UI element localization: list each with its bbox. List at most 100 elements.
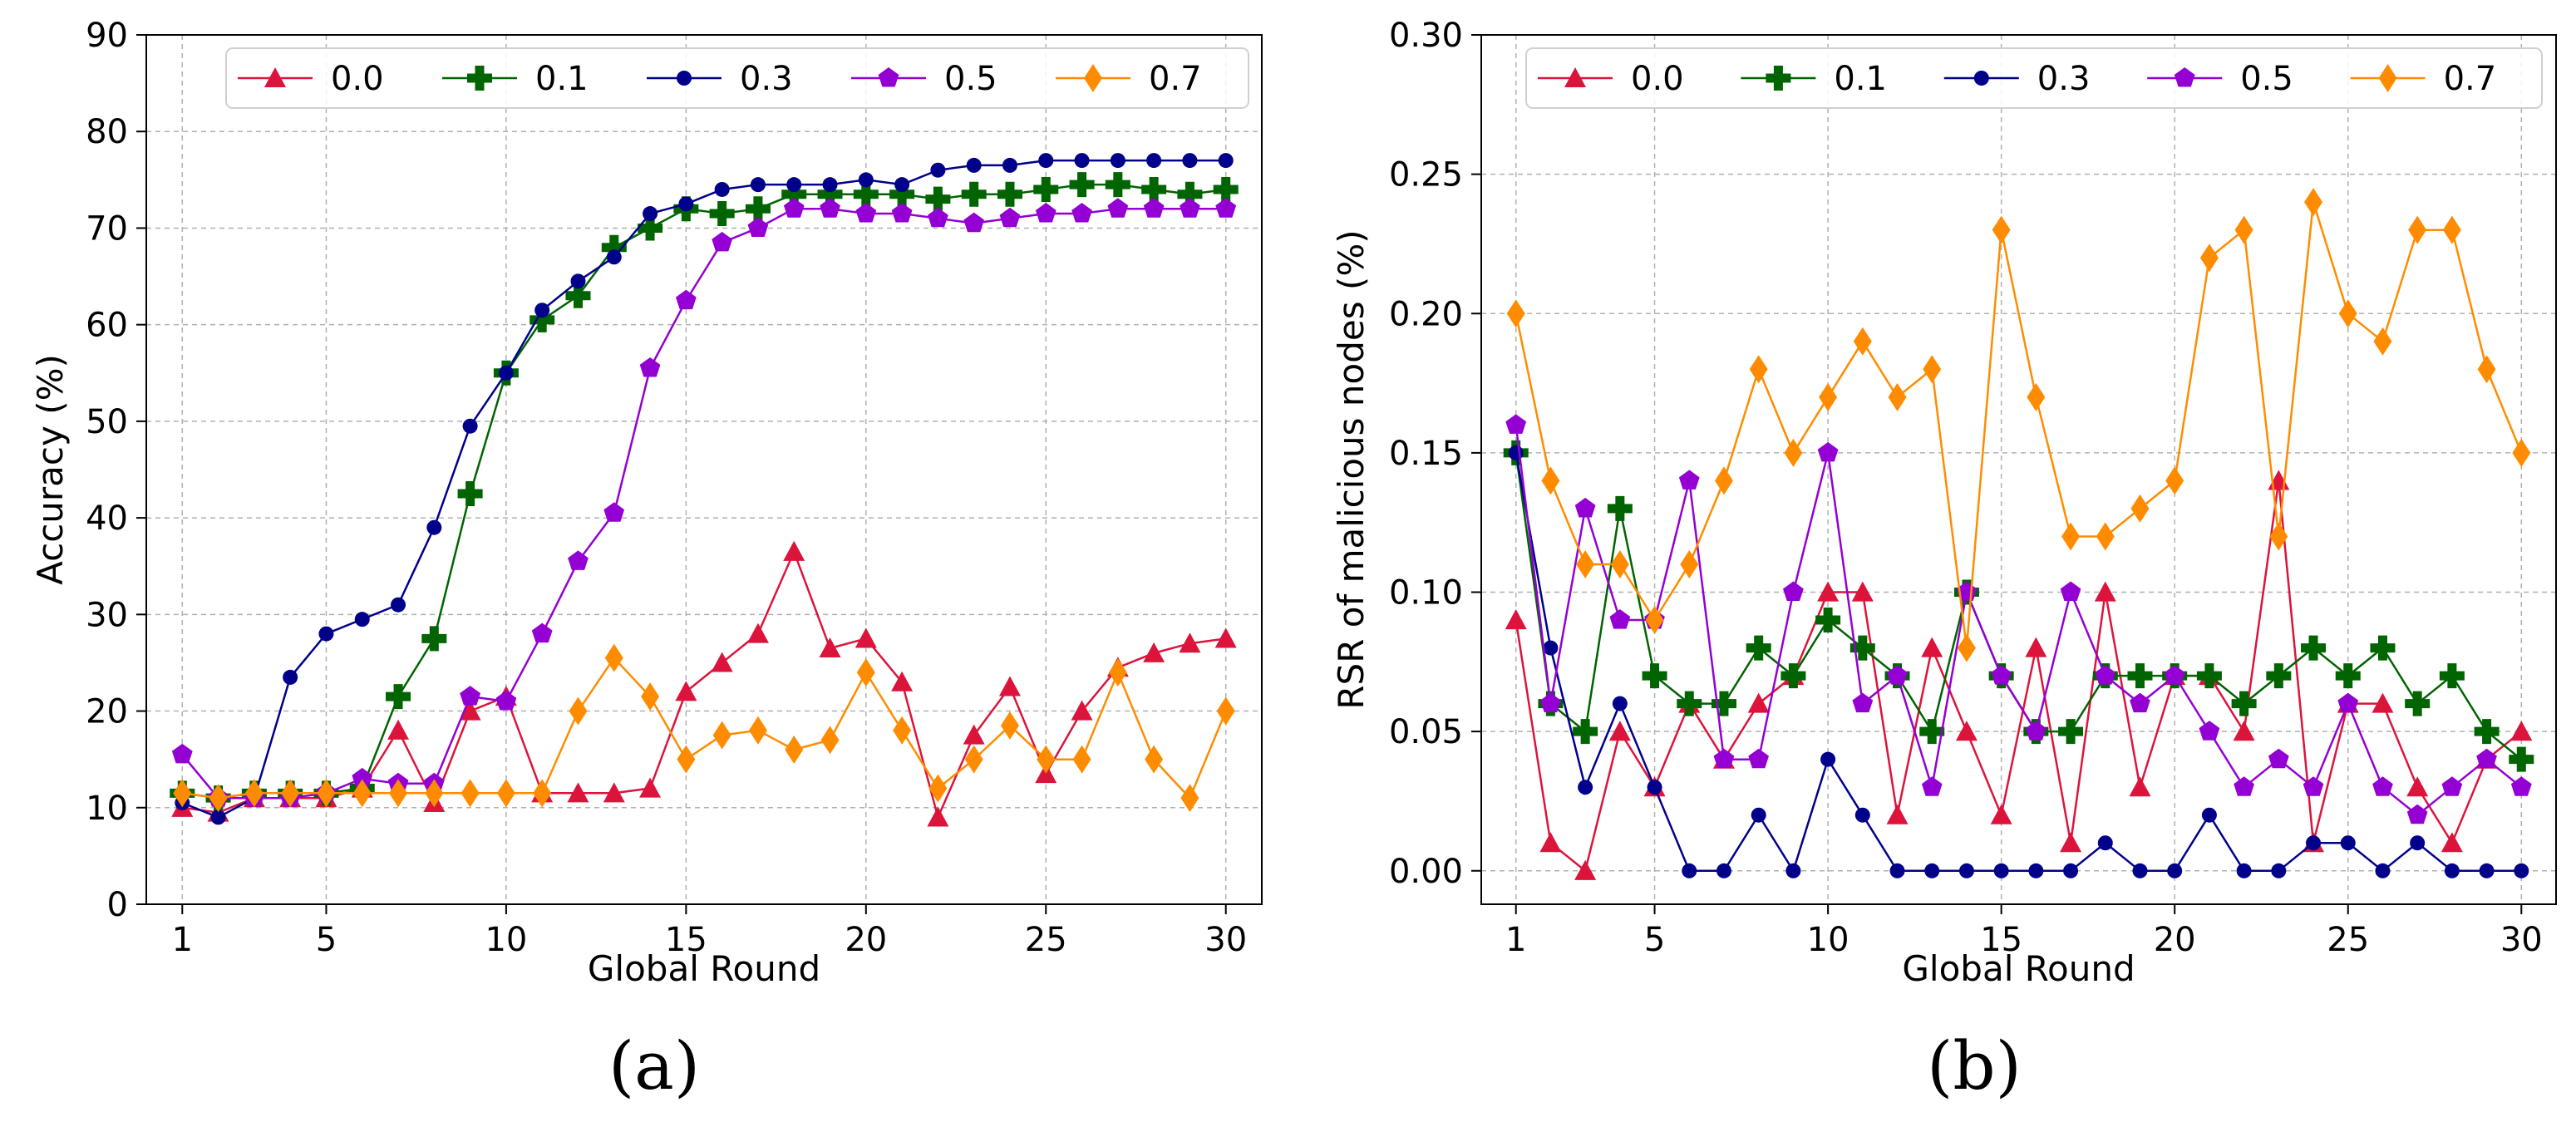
data-point-marker bbox=[1958, 863, 1974, 878]
data-point-marker bbox=[1141, 176, 1167, 202]
y-axis-label: Accuracy (%) bbox=[30, 354, 71, 585]
data-point-marker bbox=[1107, 198, 1129, 218]
data-point-marker bbox=[709, 201, 735, 227]
y-tick-label: 0.20 bbox=[1389, 295, 1463, 333]
data-point-marker bbox=[604, 643, 623, 672]
data-point-marker bbox=[1991, 665, 2012, 685]
data-point-marker bbox=[1749, 355, 1768, 384]
data-point-marker bbox=[1576, 549, 1595, 578]
legend-marker bbox=[878, 67, 899, 87]
data-point-marker bbox=[2236, 863, 2252, 878]
legend-item: 0.5 bbox=[851, 60, 997, 98]
data-point-marker bbox=[1215, 198, 1237, 218]
legend-marker bbox=[2174, 67, 2195, 87]
data-point-marker bbox=[1783, 581, 1804, 601]
data-point-marker bbox=[1182, 153, 1198, 169]
legend-item: 0.3 bbox=[1943, 60, 2090, 98]
panel-label: (a) bbox=[608, 1027, 700, 1105]
y-tick-label: 0.25 bbox=[1389, 156, 1463, 194]
data-point-marker bbox=[786, 177, 802, 193]
data-point-marker bbox=[318, 626, 334, 642]
data-point-marker bbox=[1071, 700, 1093, 721]
data-point-marker bbox=[1889, 863, 1905, 878]
legend-marker bbox=[467, 66, 492, 91]
legend-marker bbox=[1084, 64, 1102, 92]
data-point-marker bbox=[1819, 382, 1838, 411]
x-axis-label: Global Round bbox=[588, 948, 820, 989]
data-point-marker bbox=[894, 177, 910, 193]
data-point-marker bbox=[1888, 382, 1907, 411]
data-point-marker bbox=[1035, 203, 1057, 223]
data-point-marker bbox=[568, 550, 589, 570]
data-point-marker bbox=[2303, 776, 2324, 796]
data-point-marker bbox=[855, 627, 877, 648]
data-point-marker bbox=[746, 623, 769, 643]
data-point-marker bbox=[387, 719, 410, 740]
data-point-marker bbox=[783, 540, 805, 561]
data-point-marker bbox=[2441, 832, 2463, 853]
data-point-marker bbox=[352, 767, 373, 788]
data-point-marker bbox=[2266, 663, 2292, 689]
data-point-marker bbox=[2094, 581, 2116, 602]
data-point-marker bbox=[748, 716, 767, 745]
data-point-marker bbox=[210, 810, 226, 825]
data-point-marker bbox=[1069, 172, 1095, 198]
data-point-marker bbox=[1506, 299, 1525, 328]
data-point-marker bbox=[1541, 466, 1560, 495]
data-point-marker bbox=[2338, 299, 2357, 328]
data-point-marker bbox=[822, 177, 838, 193]
data-point-marker bbox=[2442, 215, 2461, 244]
data-point-marker bbox=[603, 782, 625, 803]
y-tick-label: 0.15 bbox=[1389, 435, 1463, 473]
data-point-marker bbox=[426, 519, 442, 535]
data-point-marker bbox=[1508, 445, 1524, 460]
x-tick-label: 20 bbox=[2154, 921, 2196, 959]
data-point-marker bbox=[1854, 807, 1870, 823]
data-point-marker bbox=[1852, 692, 1874, 713]
data-point-marker bbox=[1711, 691, 1736, 716]
legend-label: 0.7 bbox=[1149, 60, 1202, 98]
data-point-marker bbox=[2233, 721, 2255, 741]
data-point-marker bbox=[1924, 863, 1940, 878]
data-point-marker bbox=[1610, 549, 1629, 578]
data-point-marker bbox=[1180, 784, 1199, 813]
data-point-marker bbox=[2479, 863, 2495, 878]
y-tick-label: 0 bbox=[107, 886, 128, 924]
data-point-marker bbox=[820, 198, 840, 218]
data-point-marker bbox=[461, 779, 480, 808]
data-point-marker bbox=[567, 782, 589, 803]
y-tick-label: 90 bbox=[86, 17, 128, 55]
data-point-marker bbox=[1886, 804, 1909, 824]
legend-label: 0.1 bbox=[535, 60, 589, 98]
data-point-marker bbox=[677, 745, 696, 774]
data-point-marker bbox=[678, 196, 694, 212]
x-tick-label: 1 bbox=[1505, 921, 1526, 959]
data-point-marker bbox=[2268, 748, 2289, 769]
data-point-marker bbox=[2231, 691, 2257, 716]
data-point-marker bbox=[1647, 780, 1662, 795]
data-point-marker bbox=[533, 779, 552, 808]
data-point-marker bbox=[2164, 665, 2185, 685]
data-point-marker bbox=[2063, 863, 2079, 878]
x-tick-label: 25 bbox=[1025, 921, 1067, 959]
y-tick-label: 30 bbox=[86, 596, 128, 634]
data-point-marker bbox=[1108, 658, 1127, 687]
data-point-marker bbox=[2514, 863, 2529, 878]
data-point-marker bbox=[2375, 863, 2391, 878]
data-point-marker bbox=[352, 779, 372, 808]
data-point-marker bbox=[496, 779, 515, 808]
data-point-marker bbox=[244, 779, 264, 808]
data-point-marker bbox=[421, 626, 447, 652]
data-point-marker bbox=[745, 196, 771, 222]
data-point-marker bbox=[961, 181, 987, 207]
x-tick-label: 5 bbox=[1644, 921, 1665, 959]
data-point-marker bbox=[781, 181, 807, 207]
data-point-marker bbox=[2167, 863, 2183, 878]
data-point-marker bbox=[2269, 522, 2288, 551]
data-point-marker bbox=[639, 777, 662, 798]
data-point-marker bbox=[1751, 807, 1766, 823]
legend-label: 0.3 bbox=[740, 60, 793, 98]
data-point-marker bbox=[1680, 549, 1699, 578]
legend-item: 0.3 bbox=[647, 60, 793, 98]
